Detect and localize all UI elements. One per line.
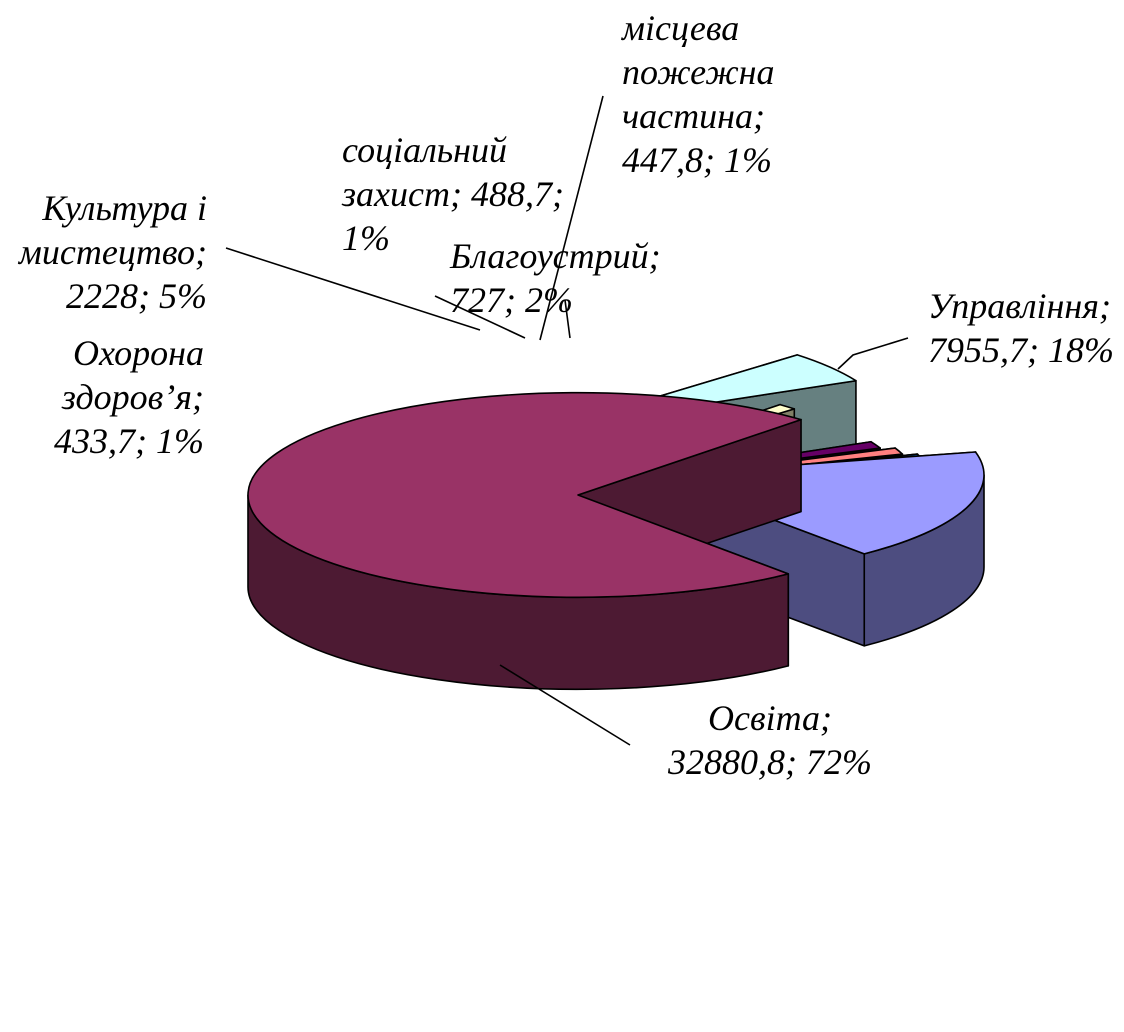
- leader-line-управління: [837, 337, 909, 370]
- data-label-line: здоров’я;: [61, 377, 204, 417]
- data-label-line: Управління;: [928, 286, 1111, 326]
- data-label-line: Благоустрий;: [449, 236, 661, 276]
- data-label-line: 32880,8; 72%: [667, 742, 872, 782]
- leader-line-освіта: [499, 664, 631, 746]
- data-label-освіта: Освіта; 32880,8; 72%: [667, 698, 872, 782]
- data-label-line: 2228; 5%: [66, 276, 207, 316]
- leader-line-культура-і-мистецтво: [225, 247, 481, 331]
- data-label-line: частина;: [622, 96, 765, 136]
- data-label-line: захист; 488,7;: [341, 174, 564, 214]
- data-label-line: 433,7; 1%: [54, 421, 204, 461]
- leader-line-благоустрий: [564, 299, 571, 339]
- data-label-line: 727; 2%: [450, 280, 573, 320]
- data-label-line: Освіта;: [708, 698, 832, 738]
- data-label-line: мистецтво;: [17, 232, 207, 272]
- data-label-благоустрий: Благоустрий; 727; 2%: [449, 236, 661, 320]
- data-label-line: Культура і: [41, 188, 207, 228]
- data-labels-layer: Культура і мистецтво; 2228; 5% Охорона здоро…: [17, 8, 1114, 782]
- data-label-line: 7955,7; 18%: [928, 330, 1114, 370]
- data-label-культура-і-мистецтво: Культура і мистецтво; 2228; 5%: [17, 188, 207, 316]
- data-label-соціальний-захист: соціальний захист; 488,7; 1%: [341, 130, 564, 258]
- data-label-line: місцева: [620, 8, 739, 48]
- slice-sides-layer: [247, 354, 985, 691]
- data-label-місцева-пожежна-частина: місцева пожежна частина; 447,8; 1%: [620, 8, 775, 180]
- leader-lines-layer: [225, 95, 909, 746]
- data-label-line: 1%: [342, 218, 390, 258]
- data-label-охорона-здоров-я: Охорона здоров’я; 433,7; 1%: [54, 333, 204, 461]
- leader-line-місцева-пожежна-частина: [539, 95, 604, 341]
- data-label-line: 447,8; 1%: [622, 140, 772, 180]
- data-label-line: соціальний: [342, 130, 507, 170]
- data-label-line: Охорона: [73, 333, 204, 373]
- leader-line-соціальний-захист: [434, 295, 526, 339]
- data-label-управління: Управління; 7955,7; 18%: [928, 286, 1114, 370]
- slice-освіта: [247, 391, 802, 599]
- data-label-line: пожежна: [622, 52, 775, 92]
